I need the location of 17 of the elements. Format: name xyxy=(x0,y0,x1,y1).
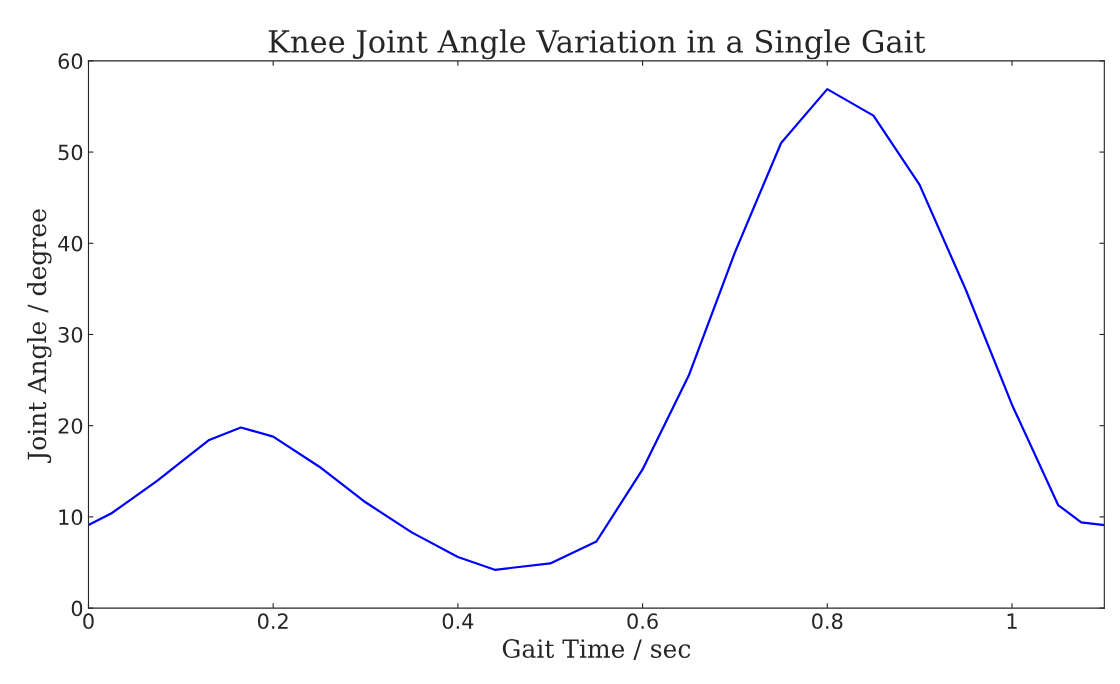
y-tick-label: 10 xyxy=(59,509,83,526)
x-tick-label: 0 xyxy=(83,613,94,630)
y-tick-label: 20 xyxy=(58,418,83,434)
x-tick-label: 0.8 xyxy=(812,613,843,630)
x-tick-label: 0.6 xyxy=(627,613,658,630)
y-tick-label: 60 xyxy=(58,53,83,70)
x-tick-label: 1 xyxy=(1007,613,1017,629)
chart-title: Knee Joint Angle Variation in a Single Gait xyxy=(268,29,926,60)
y-tick-label: 0 xyxy=(71,600,83,617)
y-tick-label: 50 xyxy=(58,144,83,161)
y-tick-label: 40 xyxy=(58,235,83,252)
y-tick-label: 30 xyxy=(58,326,83,343)
line-series xyxy=(88,88,1105,571)
x-tick-label: 0.4 xyxy=(442,613,474,630)
x-tick-label: 0.2 xyxy=(257,613,288,630)
y-axis-title: Joint Angle / degree xyxy=(27,209,52,463)
x-axis-title: Gait Time / sec xyxy=(502,639,691,660)
